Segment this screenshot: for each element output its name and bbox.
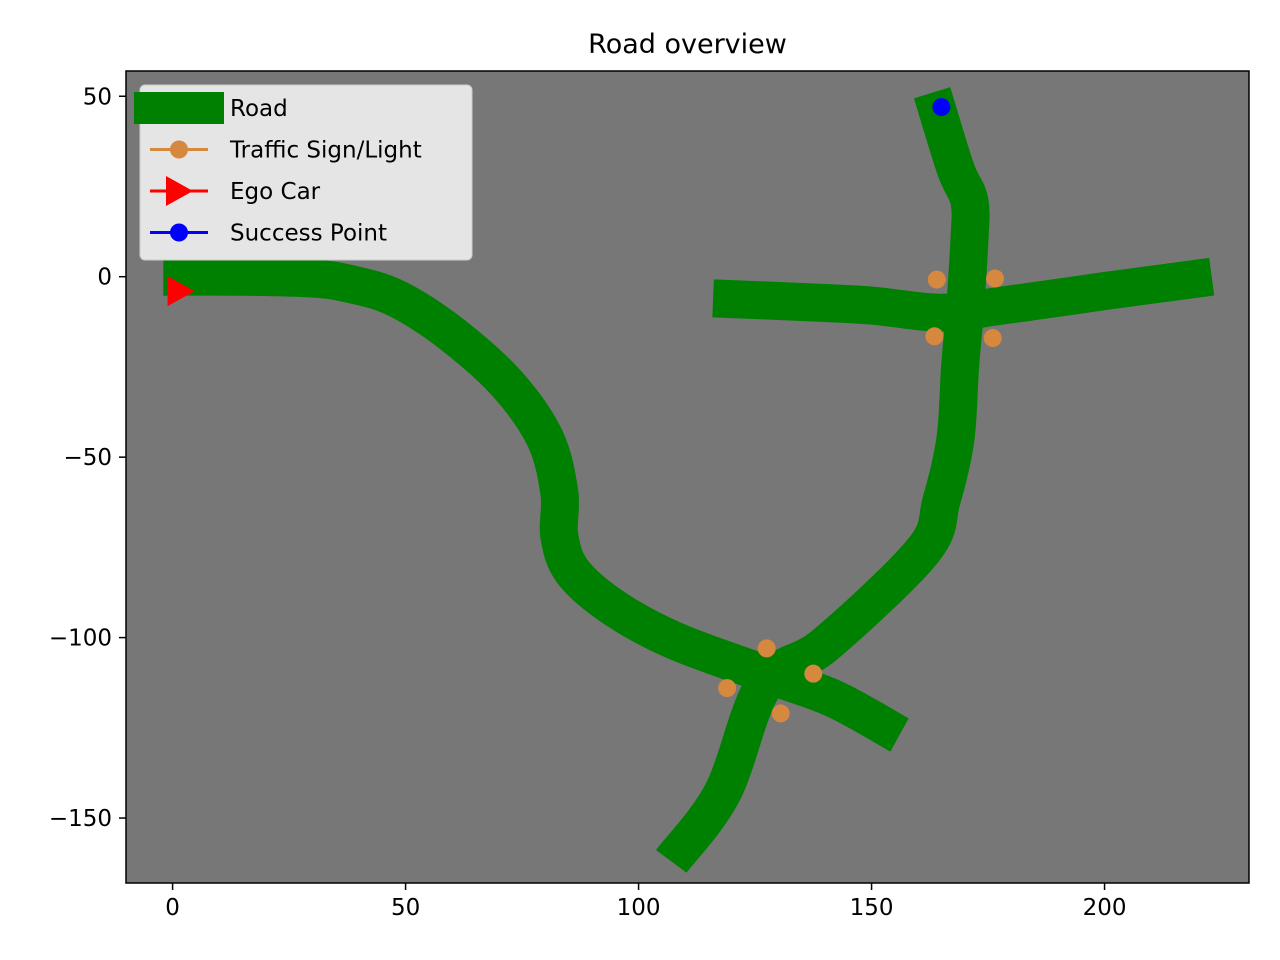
traffic-sign-marker [771, 704, 790, 723]
y-tick-label: 0 [97, 265, 112, 291]
y-tick-label: −100 [49, 626, 112, 652]
legend: Road Traffic Sign/Light Ego Car Success Poi… [134, 84, 473, 261]
legend-label: Ego Car [230, 179, 321, 205]
legend-swatch-marker [166, 176, 193, 206]
x-tick-label: 200 [1083, 895, 1127, 921]
x-tick-label: 50 [391, 895, 420, 921]
y-tick-label: −150 [49, 806, 112, 832]
x-tick-label: 0 [165, 895, 180, 921]
x-tick-label: 150 [850, 895, 894, 921]
legend-label: Road [230, 96, 288, 122]
traffic-sign-marker [718, 679, 737, 698]
legend-swatch-road [134, 92, 224, 124]
road-layer [163, 87, 1215, 874]
road-segment [163, 257, 909, 752]
traffic-sign-marker [925, 327, 944, 346]
chart-title: Road overview [588, 29, 787, 60]
legend-swatch-marker [170, 223, 188, 242]
legend-label: Traffic Sign/Light [229, 138, 422, 164]
traffic-sign-marker [986, 269, 1005, 288]
success-point-marker [932, 98, 951, 117]
legend-label: Success Point [230, 221, 387, 247]
x-tick-label: 100 [617, 895, 661, 921]
y-tick-label: 50 [83, 84, 112, 110]
traffic-sign-marker [927, 270, 946, 289]
traffic-sign-marker [804, 664, 823, 683]
road-segment [712, 257, 1215, 332]
road-segment [655, 87, 990, 874]
traffic-sign-marker [757, 639, 776, 658]
traffic-sign-marker [983, 329, 1002, 348]
ego-car-marker [167, 276, 195, 307]
y-tick-label: −50 [63, 445, 112, 471]
legend-swatch-marker [170, 140, 188, 159]
plot-frame [125, 70, 1250, 884]
marker-layer [167, 98, 1005, 723]
legend-box [139, 84, 473, 261]
axes: 0 50 100 150 200 50 0 −50 −100 −150 [49, 84, 1127, 921]
